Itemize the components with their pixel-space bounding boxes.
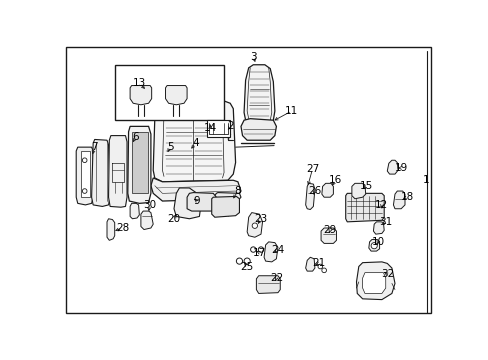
Text: 13: 13 — [132, 78, 146, 88]
Text: 5: 5 — [166, 142, 173, 152]
Circle shape — [236, 258, 242, 264]
Text: 7: 7 — [91, 142, 98, 152]
Polygon shape — [174, 188, 201, 219]
Polygon shape — [244, 65, 274, 124]
Text: 20: 20 — [167, 214, 180, 224]
Polygon shape — [321, 183, 333, 197]
Circle shape — [244, 258, 250, 264]
Polygon shape — [165, 86, 187, 105]
Polygon shape — [187, 193, 216, 211]
Text: 30: 30 — [142, 200, 156, 210]
Text: 25: 25 — [240, 261, 253, 271]
Polygon shape — [305, 257, 314, 271]
Bar — [207, 120, 230, 137]
Polygon shape — [321, 228, 336, 243]
Polygon shape — [305, 183, 314, 210]
Polygon shape — [127, 126, 151, 203]
Text: 28: 28 — [116, 223, 129, 233]
Text: 12: 12 — [374, 200, 388, 210]
Polygon shape — [368, 239, 379, 251]
Circle shape — [82, 158, 87, 163]
Polygon shape — [356, 262, 394, 300]
Text: 17: 17 — [252, 248, 265, 258]
Text: 23: 23 — [254, 214, 267, 224]
Polygon shape — [246, 213, 262, 237]
Polygon shape — [256, 276, 280, 293]
Polygon shape — [108, 136, 127, 207]
Polygon shape — [362, 273, 385, 293]
Polygon shape — [76, 147, 93, 205]
Text: 27: 27 — [305, 164, 319, 174]
Text: 32: 32 — [380, 269, 393, 279]
Circle shape — [252, 223, 257, 228]
Polygon shape — [373, 222, 384, 234]
Bar — [115, 65, 224, 120]
Circle shape — [321, 268, 326, 273]
Text: 6: 6 — [132, 132, 139, 142]
Text: 22: 22 — [269, 273, 283, 283]
Circle shape — [317, 264, 322, 269]
Polygon shape — [171, 89, 200, 102]
Text: 29: 29 — [323, 225, 336, 235]
Polygon shape — [351, 183, 365, 199]
Text: 26: 26 — [307, 186, 321, 196]
Text: 18: 18 — [400, 192, 413, 202]
Circle shape — [82, 189, 87, 193]
Text: 8: 8 — [234, 186, 241, 196]
Text: 11: 11 — [285, 106, 298, 116]
Text: 1: 1 — [422, 175, 428, 185]
Polygon shape — [141, 211, 153, 230]
Text: 3: 3 — [249, 52, 256, 62]
Text: 15: 15 — [359, 181, 372, 191]
Polygon shape — [107, 219, 115, 240]
Text: 9: 9 — [193, 196, 200, 206]
Text: 16: 16 — [328, 175, 342, 185]
Polygon shape — [151, 178, 241, 201]
Circle shape — [258, 247, 263, 252]
Text: 14: 14 — [203, 123, 216, 133]
Polygon shape — [91, 139, 110, 206]
Circle shape — [250, 247, 256, 252]
Polygon shape — [153, 101, 235, 182]
Polygon shape — [130, 86, 151, 105]
Text: 19: 19 — [394, 163, 407, 173]
Text: 24: 24 — [271, 244, 284, 255]
Polygon shape — [386, 160, 397, 174]
Polygon shape — [211, 197, 239, 217]
Text: 4: 4 — [192, 138, 199, 148]
Text: 31: 31 — [378, 217, 391, 227]
Polygon shape — [264, 242, 277, 262]
Polygon shape — [81, 151, 90, 197]
Polygon shape — [345, 193, 384, 222]
Polygon shape — [214, 193, 241, 205]
Text: 10: 10 — [371, 237, 384, 247]
Circle shape — [370, 243, 377, 249]
Text: 2: 2 — [226, 121, 233, 131]
Polygon shape — [130, 203, 139, 219]
Polygon shape — [241, 119, 276, 140]
Polygon shape — [393, 191, 404, 209]
Text: 21: 21 — [311, 258, 325, 269]
Polygon shape — [132, 132, 147, 193]
